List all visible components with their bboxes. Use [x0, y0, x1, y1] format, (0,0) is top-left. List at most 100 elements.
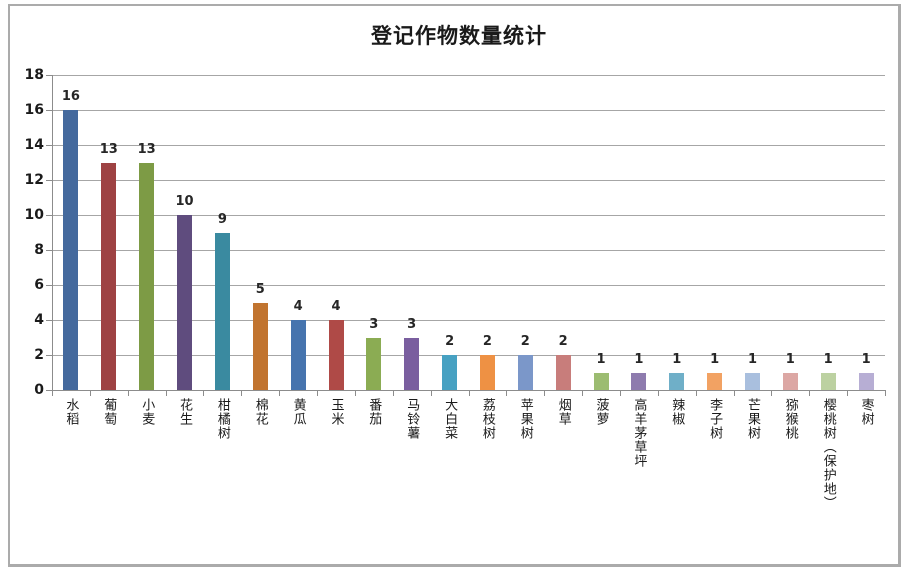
- bar: [858, 372, 874, 390]
- bar: [745, 372, 760, 390]
- bar-value-label: 1: [785, 351, 795, 367]
- bar: [177, 215, 192, 390]
- gridline: [52, 355, 885, 356]
- x-category-label: 水稻: [63, 398, 79, 426]
- y-tick: [46, 355, 52, 356]
- x-category-label: 小麦: [139, 398, 155, 426]
- bar: [782, 372, 798, 390]
- x-tick: [166, 390, 167, 396]
- x-tick: [90, 390, 91, 396]
- y-axis-label: 2: [34, 347, 44, 363]
- bar-value-label: 1: [823, 351, 833, 367]
- y-tick: [46, 285, 52, 286]
- x-tick: [544, 390, 545, 396]
- bar: [63, 110, 79, 390]
- x-category-label: 菠萝: [593, 398, 609, 426]
- x-tick: [809, 390, 810, 396]
- bar: [707, 372, 723, 390]
- x-tick: [241, 390, 242, 396]
- y-tick: [46, 75, 52, 76]
- chart-title: 登记作物数量统计: [371, 24, 547, 48]
- x-tick: [582, 390, 583, 396]
- y-tick: [46, 180, 52, 181]
- x-tick: [317, 390, 318, 396]
- bar-value-label: 16: [61, 89, 80, 104]
- y-axis-label: 18: [24, 67, 44, 83]
- y-axis-label: 6: [34, 277, 44, 293]
- x-category-label: 辣椒: [669, 398, 685, 426]
- bar: [820, 372, 836, 390]
- bar-value-label: 2: [558, 334, 568, 349]
- x-category-label: 花生: [177, 398, 192, 426]
- bar-value-label: 13: [99, 141, 118, 157]
- bar: [252, 302, 268, 390]
- x-category-label: 番茄: [366, 398, 382, 426]
- x-category-label: 棉花: [252, 398, 268, 426]
- x-tick: [279, 390, 280, 396]
- bar-value-label: 10: [175, 194, 194, 209]
- x-tick: [734, 390, 735, 396]
- x-tick: [620, 390, 621, 396]
- gridline: [52, 250, 885, 251]
- bar: [593, 372, 609, 390]
- x-category-label: 芒果树: [745, 398, 760, 440]
- y-axis-label: 4: [34, 312, 44, 328]
- x-category-label: 枣树: [858, 398, 874, 426]
- bar-value-label: 9: [217, 211, 227, 227]
- bar-value-label: 1: [747, 351, 758, 367]
- bar: [366, 337, 382, 390]
- x-category-label: 苹果树: [517, 398, 533, 440]
- x-tick: [885, 390, 886, 396]
- x-category-label: 猕猴桃: [782, 398, 798, 440]
- y-tick: [46, 145, 52, 146]
- x-category-label: 烟草: [555, 398, 571, 426]
- bar-value-label: 2: [445, 334, 455, 349]
- bar-value-label: 1: [710, 351, 720, 367]
- x-tick: [355, 390, 356, 396]
- bar-value-label: 1: [672, 351, 682, 367]
- bar: [139, 162, 155, 390]
- y-tick: [46, 250, 52, 251]
- x-tick: [52, 390, 53, 396]
- bar-value-label: 1: [861, 351, 871, 367]
- gridline: [52, 110, 885, 111]
- bar: [404, 337, 420, 390]
- x-tick: [203, 390, 204, 396]
- y-tick: [46, 390, 52, 391]
- x-tick: [393, 390, 394, 396]
- y-axis-label: 14: [24, 137, 44, 153]
- gridline: [52, 180, 885, 181]
- bar-value-label: 5: [255, 281, 265, 297]
- x-tick: [771, 390, 772, 396]
- bar-value-label: 13: [137, 141, 156, 157]
- x-category-label: 樱桃树（保护地）: [820, 398, 836, 510]
- x-tick: [128, 390, 129, 396]
- x-category-label: 荔枝树: [479, 398, 495, 440]
- bar: [479, 355, 495, 390]
- y-tick: [46, 110, 52, 111]
- x-axis-line: [52, 390, 885, 391]
- x-tick: [658, 390, 659, 396]
- bar: [442, 355, 458, 390]
- x-tick: [696, 390, 697, 396]
- x-tick: [506, 390, 507, 396]
- x-category-label: 葡萄: [101, 398, 117, 426]
- bar: [328, 320, 344, 390]
- y-tick: [46, 320, 52, 321]
- x-category-label: 柑橘树: [214, 398, 230, 440]
- x-category-label: 高羊茅草坪: [631, 398, 647, 468]
- bar: [555, 355, 571, 390]
- y-axis-label: 12: [24, 172, 44, 188]
- y-axis-label: 8: [34, 242, 44, 258]
- bar: [517, 355, 533, 390]
- y-axis-label: 16: [24, 102, 44, 118]
- y-tick: [46, 215, 52, 216]
- x-category-label: 大白菜: [442, 398, 458, 440]
- gridline: [52, 215, 885, 216]
- y-axis-label: 10: [24, 207, 44, 223]
- bar-value-label: 4: [331, 299, 341, 314]
- bar-value-label: 4: [293, 299, 303, 314]
- bar-value-label: 3: [407, 316, 417, 332]
- bar-value-label: 1: [634, 351, 644, 367]
- bar: [214, 232, 230, 390]
